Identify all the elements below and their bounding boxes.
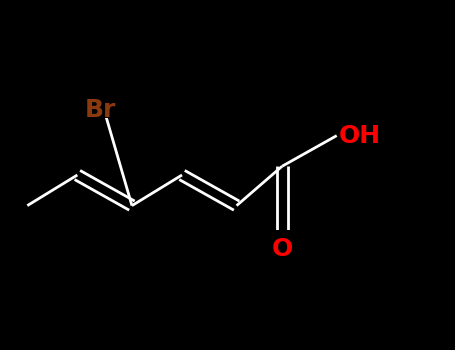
Text: OH: OH bbox=[339, 124, 381, 148]
FancyBboxPatch shape bbox=[269, 230, 295, 269]
FancyBboxPatch shape bbox=[339, 116, 384, 155]
Text: O: O bbox=[272, 237, 293, 261]
Text: Br: Br bbox=[85, 98, 116, 122]
FancyBboxPatch shape bbox=[77, 79, 123, 118]
